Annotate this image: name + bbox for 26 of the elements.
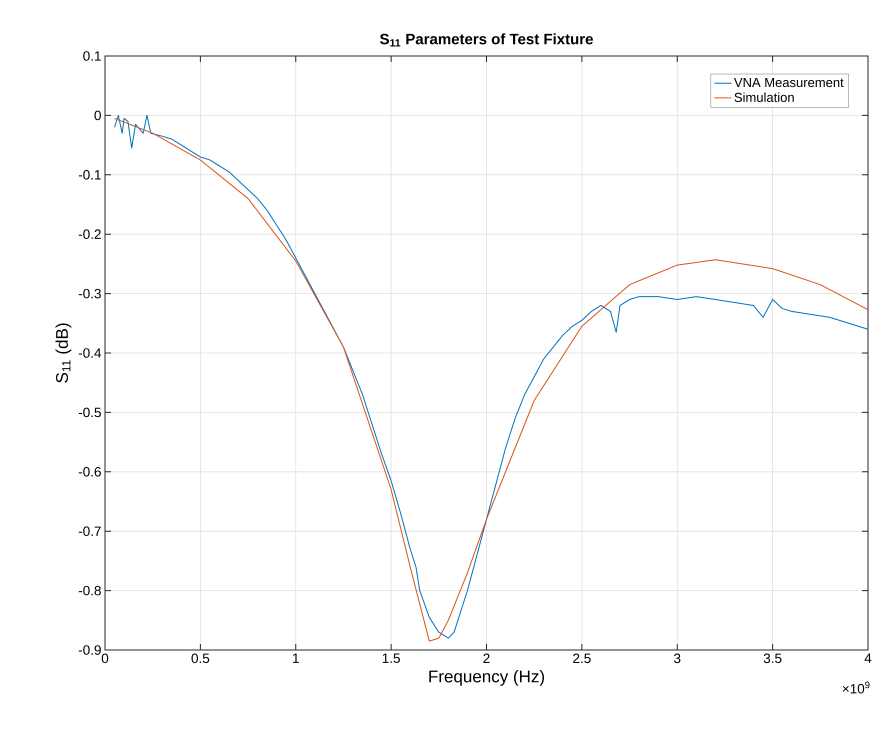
x-axis-title: Frequency (Hz) xyxy=(429,670,544,686)
y-tick-label: -0.3 xyxy=(78,288,101,298)
x-tick-label: 0.5 xyxy=(192,654,210,664)
legend-label: Simulation xyxy=(734,92,794,102)
legend-label: VNA Measurement xyxy=(734,78,844,88)
x-tick-label: 3.5 xyxy=(764,654,782,664)
y-tick-label: 0.1 xyxy=(83,51,101,61)
y-tick-label: -0.1 xyxy=(78,170,101,180)
x-tick-label: 0 xyxy=(102,654,108,664)
x-tick-label: 3 xyxy=(674,654,680,664)
y-tick-label: 0 xyxy=(94,110,101,120)
y-tick-label: -0.5 xyxy=(78,408,101,418)
text: ×10$^{9}$ xyxy=(842,682,870,694)
chart-title: S$_{11}$ Parameters of Test Fixture xyxy=(380,33,593,46)
x-tick-label: 4 xyxy=(864,654,872,663)
y-tick-label: -0.7 xyxy=(78,526,101,536)
x-tick-label: 2 xyxy=(483,654,490,663)
y-tick-label: -0.2 xyxy=(78,229,101,239)
y-tick-label: -0.8 xyxy=(78,586,101,596)
x-tick-label: 1.5 xyxy=(382,654,400,663)
y-tick-label: -0.9 xyxy=(78,645,101,655)
y-tick-label: -0.4 xyxy=(78,348,102,358)
x-tick-label: 1 xyxy=(293,654,299,663)
x-tick-label: 2.5 xyxy=(573,654,591,664)
y-axis-title: S$_{11}$ (dB) xyxy=(56,324,72,383)
y-tick-label: -0.6 xyxy=(78,467,101,477)
